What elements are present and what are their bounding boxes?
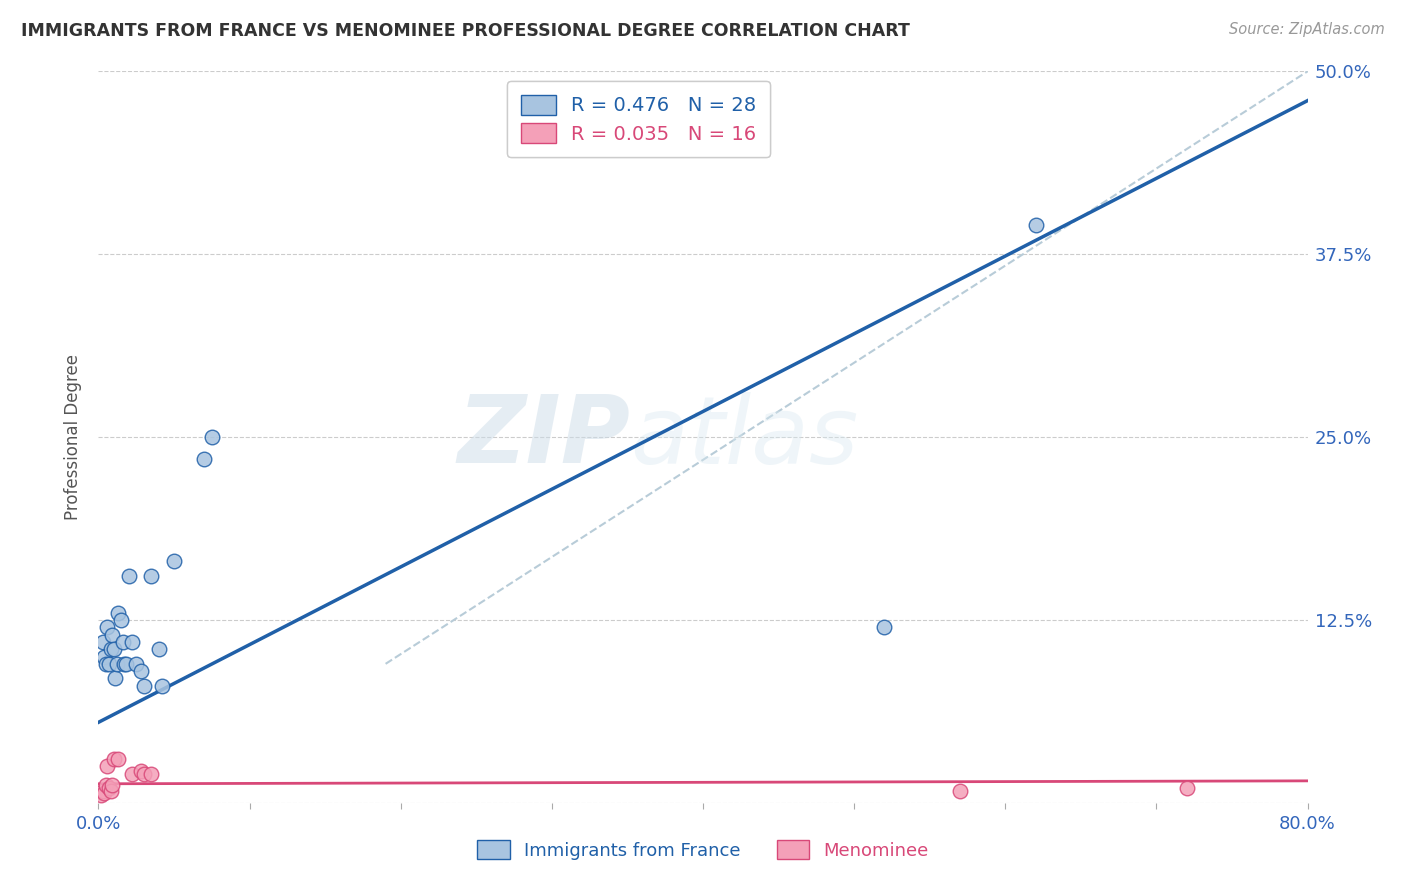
Legend: R = 0.476   N = 28, R = 0.035   N = 16: R = 0.476 N = 28, R = 0.035 N = 16: [508, 81, 770, 157]
Point: [141, 569, 163, 583]
Point: [91, 635, 114, 649]
Point: [107, 606, 129, 620]
Point: [96, 759, 118, 773]
Point: [873, 620, 896, 634]
Point: [201, 430, 224, 444]
Point: [129, 664, 152, 678]
Point: [121, 635, 143, 649]
Point: [132, 679, 155, 693]
Point: [101, 778, 124, 792]
Point: [98, 781, 121, 796]
Point: [93, 649, 115, 664]
Point: [107, 752, 129, 766]
Point: [121, 766, 143, 780]
Point: [193, 452, 215, 467]
Point: [110, 613, 132, 627]
Y-axis label: Professional Degree: Professional Degree: [65, 354, 83, 520]
Text: atlas: atlas: [630, 392, 859, 483]
Point: [118, 569, 141, 583]
Text: Source: ZipAtlas.com: Source: ZipAtlas.com: [1229, 22, 1385, 37]
Point: [129, 764, 152, 778]
Point: [101, 627, 124, 641]
Point: [103, 642, 125, 657]
Text: ZIP: ZIP: [457, 391, 630, 483]
Point: [94, 778, 117, 792]
Legend: Immigrants from France, Menominee: Immigrants from France, Menominee: [463, 826, 943, 874]
Point: [148, 642, 170, 657]
Point: [98, 657, 121, 671]
Point: [949, 784, 972, 798]
Point: [100, 642, 122, 657]
Point: [94, 657, 117, 671]
Point: [132, 766, 155, 780]
Point: [111, 635, 134, 649]
Point: [1024, 218, 1046, 232]
Point: [163, 554, 186, 568]
Point: [93, 786, 115, 800]
Point: [125, 657, 148, 671]
Point: [141, 766, 163, 780]
Point: [1175, 781, 1198, 796]
Point: [91, 784, 114, 798]
Point: [100, 784, 122, 798]
Point: [114, 657, 136, 671]
Text: IMMIGRANTS FROM FRANCE VS MENOMINEE PROFESSIONAL DEGREE CORRELATION CHART: IMMIGRANTS FROM FRANCE VS MENOMINEE PROF…: [21, 22, 910, 40]
Point: [103, 752, 125, 766]
Point: [104, 672, 127, 686]
Point: [90, 789, 112, 803]
Point: [105, 657, 128, 671]
Point: [150, 679, 173, 693]
Point: [96, 620, 118, 634]
Point: [112, 657, 135, 671]
